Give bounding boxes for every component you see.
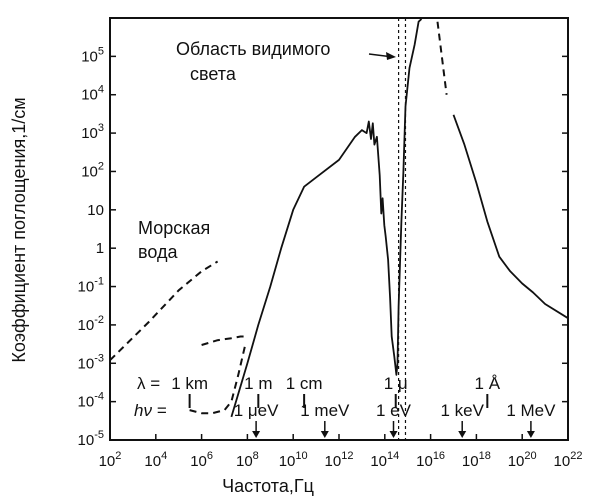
y-axis: 10-5 10-4 10-3 10-2 10-1 1 10 102 103 104 105 xyxy=(78,45,568,449)
x-tick-label-9: 1020 xyxy=(508,450,537,470)
energy-label-3: 1 keV xyxy=(440,401,484,420)
wavelength-label-0: 1 km xyxy=(171,374,208,393)
wavelength-label-1: 1 m xyxy=(244,374,272,393)
y-tick-label-6: 10 xyxy=(87,202,104,219)
x-axis-title: Частота,Гц xyxy=(222,476,314,496)
energy-label-2: 1 eV xyxy=(376,401,412,420)
y-tick-label-8: 103 xyxy=(81,122,104,142)
y-tick-label-9: 104 xyxy=(81,84,104,104)
x-axis: 102 104 106 108 1010 1012 1014 1016 1018 1020 1022 xyxy=(99,434,583,470)
y-tick-label-10: 105 xyxy=(81,45,104,65)
y-tick-label-7: 102 xyxy=(81,160,104,180)
series-3-line xyxy=(201,335,246,346)
x-tick-label-4: 1010 xyxy=(279,450,308,470)
sea-water-annotation: Морская вода xyxy=(138,218,210,262)
x-tick-label-10: 1022 xyxy=(554,450,583,470)
visible-light-line-1: Область видимого xyxy=(176,39,330,59)
series-4-line xyxy=(189,344,247,415)
energy-arrow-head-3 xyxy=(458,431,467,438)
series-layer xyxy=(109,18,569,418)
y-tick-label-5: 1 xyxy=(96,240,104,257)
visible-light-arrowhead xyxy=(386,52,396,60)
energy-label-1: 1 meV xyxy=(300,401,350,420)
y-tick-label-3: 10-2 xyxy=(78,314,104,334)
wavelength-label-2: 1 cm xyxy=(286,374,323,393)
energy-label-4: 1 MeV xyxy=(506,401,556,420)
visible-light-annotation: Область видимого света xyxy=(176,39,396,84)
x-tick-label-6: 1014 xyxy=(370,450,399,470)
energy-arrow-head-4 xyxy=(526,431,535,438)
energy-prefix: hν = xyxy=(134,401,167,420)
y-axis-title: Коэффициент поглощения,1/см xyxy=(9,97,29,362)
series-2-line xyxy=(109,260,219,361)
x-tick-label-7: 1016 xyxy=(416,450,445,470)
energy-arrow-head-1 xyxy=(320,431,329,438)
sea-water-line-2: вода xyxy=(138,242,178,262)
lambda-prefix: λ = xyxy=(137,374,160,393)
wavelength-energy-scale: λ = hν = 1 km 1 m 1 cm 1 μ 1 Å 1 μeV 1 meV 1 eV… xyxy=(134,374,556,438)
y-tick-label-4: 10-1 xyxy=(78,276,104,296)
wavelength-label-4: 1 Å xyxy=(475,374,501,393)
wavelength-label-3: 1 μ xyxy=(384,374,408,393)
energy-arrow-head-0 xyxy=(252,431,261,438)
y-tick-label-1: 10-4 xyxy=(78,391,104,411)
x-tick-label-8: 1018 xyxy=(462,450,491,470)
series-5-line xyxy=(436,21,448,95)
x-tick-label-3: 108 xyxy=(236,450,259,470)
sea-water-line-1: Морская xyxy=(138,218,210,238)
visible-band xyxy=(397,18,407,440)
x-tick-label-5: 1012 xyxy=(325,450,354,470)
x-tick-label-1: 104 xyxy=(144,450,167,470)
y-tick-label-2: 10-3 xyxy=(78,352,104,372)
series-1-line xyxy=(452,114,569,319)
energy-arrow-head-2 xyxy=(389,431,398,438)
x-tick-label-2: 106 xyxy=(190,450,213,470)
energy-label-0: 1 μeV xyxy=(234,401,279,420)
series-0-line xyxy=(230,18,423,418)
visible-light-line-2: света xyxy=(190,64,237,84)
x-tick-label-0: 102 xyxy=(99,450,122,470)
y-tick-label-0: 10-5 xyxy=(78,429,104,449)
